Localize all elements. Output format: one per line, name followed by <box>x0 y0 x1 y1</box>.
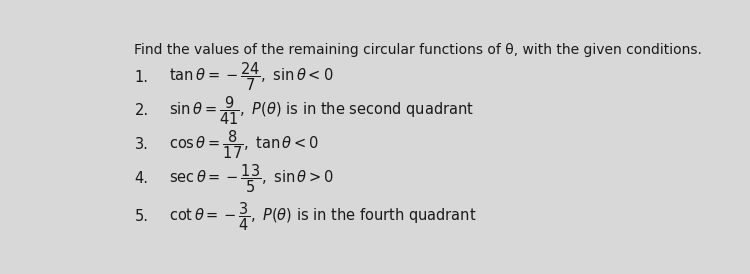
Text: 5.: 5. <box>134 209 148 224</box>
Text: 4.: 4. <box>134 171 148 186</box>
Text: 1.: 1. <box>134 70 148 85</box>
Text: $\sec\theta = -\dfrac{13}{5},\ \sin\theta > 0$: $\sec\theta = -\dfrac{13}{5},\ \sin\thet… <box>170 162 334 195</box>
Text: $\cos\theta = \dfrac{8}{17},\ \tan\theta < 0$: $\cos\theta = \dfrac{8}{17},\ \tan\theta… <box>170 129 320 161</box>
Text: $\tan\theta = -\dfrac{24}{7},\ \sin\theta < 0$: $\tan\theta = -\dfrac{24}{7},\ \sin\thet… <box>170 61 334 93</box>
Text: $\sin\theta = \dfrac{9}{41},\ P(\theta)$ is in the second quadrant: $\sin\theta = \dfrac{9}{41},\ P(\theta)$… <box>170 95 474 127</box>
Text: $\cot\theta = -\dfrac{3}{4},\ P(\theta)$ is in the fourth quadrant: $\cot\theta = -\dfrac{3}{4},\ P(\theta)$… <box>170 200 477 233</box>
Text: 3.: 3. <box>134 137 148 152</box>
Text: Find the values of the remaining circular functions of θ, with the given conditi: Find the values of the remaining circula… <box>134 44 702 58</box>
Text: 2.: 2. <box>134 104 148 118</box>
